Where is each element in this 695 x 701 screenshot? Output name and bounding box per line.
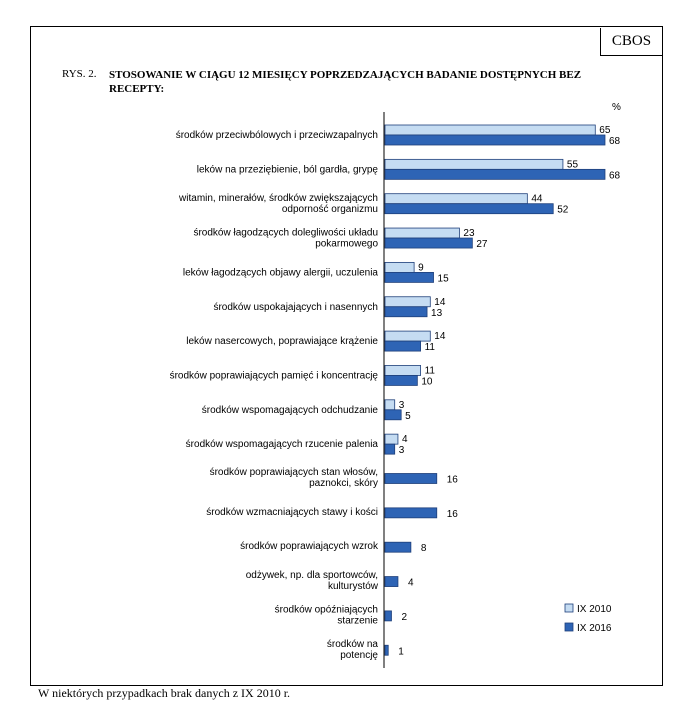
category-label: środków wzmacniających stawy i kości bbox=[206, 507, 378, 518]
category-label: witamin, minerałów, środków zwiększający… bbox=[178, 193, 378, 215]
bar-ix2016 bbox=[384, 203, 554, 215]
data-label-ix2016: 16 bbox=[447, 475, 459, 486]
category-label: środków wspomagających odchudzanie bbox=[202, 405, 379, 416]
data-label-ix2010: 3 bbox=[399, 400, 405, 411]
category-label: środków poprawiających stan włosów, pazno… bbox=[210, 467, 378, 489]
bar-ix2010 bbox=[384, 261, 415, 273]
bar-ix2016 bbox=[384, 576, 399, 587]
category-label: środków uspokajających i nasennych bbox=[213, 302, 378, 313]
data-label-ix2010: 4 bbox=[402, 434, 408, 445]
bar-ix2010 bbox=[384, 399, 396, 411]
data-label-ix2016: 52 bbox=[557, 205, 569, 216]
bar-ix2016 bbox=[384, 340, 421, 352]
source-badge: CBOS bbox=[600, 28, 662, 56]
category-label: leków łagodzących objawy alergii, uczule… bbox=[183, 267, 379, 278]
figure-label: RYS. 2. bbox=[62, 68, 97, 80]
legend-swatch-ix2016 bbox=[564, 622, 574, 632]
category-label: środków na potencję bbox=[327, 639, 379, 661]
bar-ix2010 bbox=[384, 330, 431, 342]
legend-label-ix2010: IX 2010 bbox=[577, 604, 612, 615]
data-label-ix2016: 16 bbox=[447, 509, 459, 520]
category-label: środków wspomagających rzucenie palenia bbox=[186, 439, 379, 450]
bar-ix2010 bbox=[384, 365, 421, 376]
data-label-ix2016: 4 bbox=[408, 578, 414, 589]
data-label-ix2016: 15 bbox=[438, 273, 450, 284]
bar-ix2010 bbox=[384, 227, 460, 239]
bar-ix2016 bbox=[384, 168, 606, 180]
data-label-ix2010: 11 bbox=[425, 365, 436, 376]
bar-ix2010 bbox=[384, 124, 596, 136]
data-label-ix2010: 14 bbox=[434, 331, 446, 342]
data-label-ix2010: 9 bbox=[418, 262, 424, 273]
data-label-ix2010: 55 bbox=[567, 159, 579, 170]
data-label-ix2016: 8 bbox=[421, 543, 427, 554]
bar-ix2016 bbox=[384, 507, 438, 519]
bar-ix2016 bbox=[384, 375, 418, 386]
legend-label-ix2016: IX 2016 bbox=[577, 623, 612, 634]
bar-ix2016 bbox=[384, 237, 473, 249]
data-label-ix2016: 11 bbox=[425, 342, 436, 353]
category-label: środków poprawiających pamięć i koncentr… bbox=[170, 370, 379, 381]
bar-ix2010 bbox=[384, 193, 528, 205]
bar-ix2010 bbox=[384, 433, 399, 445]
data-label-ix2016: 10 bbox=[421, 376, 433, 387]
bar-ix2016 bbox=[384, 409, 402, 421]
data-label-ix2016: 1 bbox=[398, 646, 404, 657]
bar-ix2016 bbox=[384, 644, 389, 656]
bar-ix2016 bbox=[384, 271, 434, 283]
category-label: odżywek, np. dla sportowców, kulturystów bbox=[246, 570, 379, 592]
data-label-ix2016: 27 bbox=[476, 239, 488, 250]
bar-ix2016 bbox=[384, 610, 392, 622]
bar-ix2016 bbox=[384, 473, 438, 484]
unit-label: % bbox=[612, 102, 621, 113]
data-label-ix2010: 23 bbox=[463, 228, 475, 239]
data-label-ix2010: 14 bbox=[434, 297, 446, 308]
bar-ix2010 bbox=[384, 158, 564, 170]
figure-frame bbox=[30, 26, 663, 686]
category-label: środków przeciwbólowych i przeciwzapalny… bbox=[176, 130, 378, 141]
category-label: środków łagodzących dolegliwości układu p… bbox=[193, 228, 378, 250]
category-label: leków na przeziębienie, ból gardła, gryp… bbox=[197, 164, 379, 175]
data-label-ix2016: 2 bbox=[401, 612, 407, 623]
data-label-ix2010: 65 bbox=[599, 125, 611, 136]
bar-ix2016 bbox=[384, 443, 396, 455]
data-label-ix2016: 13 bbox=[431, 308, 443, 319]
footnote: W niektórych przypadkach brak danych z I… bbox=[38, 686, 291, 700]
data-label-ix2016: 68 bbox=[609, 136, 621, 147]
data-label-ix2010: 44 bbox=[531, 194, 543, 205]
bar-ix2016 bbox=[384, 306, 428, 318]
category-label: leków nasercowych, poprawiające krążenie bbox=[186, 336, 378, 347]
bar-ix2016 bbox=[384, 541, 412, 553]
data-label-ix2016: 3 bbox=[399, 445, 405, 456]
legend-swatch-ix2010 bbox=[564, 603, 574, 613]
category-label: środków opóźniających starzenie bbox=[275, 604, 379, 626]
chart-title: STOSOWANIE W CIĄGU 12 MIESIĘCY POPRZEDZA… bbox=[109, 69, 582, 95]
category-label: środków poprawiających wzrok bbox=[240, 541, 379, 552]
data-label-ix2016: 68 bbox=[609, 170, 621, 181]
bar-ix2016 bbox=[384, 134, 606, 146]
bar-ix2010 bbox=[384, 296, 431, 308]
data-label-ix2016: 5 bbox=[405, 411, 411, 422]
